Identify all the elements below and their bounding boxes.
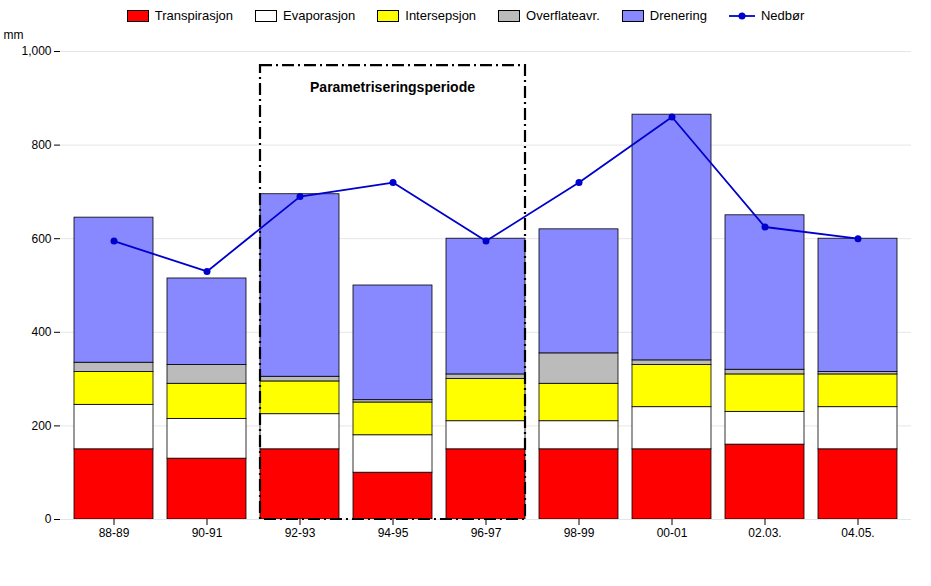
svg-text:1,000: 1,000 [21, 44, 51, 58]
svg-text:mm: mm [4, 28, 24, 42]
html-text:Drenering: Drenering [649, 8, 707, 23]
svg-text:400: 400 [31, 325, 51, 339]
html-text:Overflateavr.: Overflateavr. [526, 8, 600, 23]
svg-text:04.05.: 04.05. [841, 526, 874, 540]
svg-text:88-89: 88-89 [99, 526, 130, 540]
svg-text:02.03.: 02.03. [748, 526, 781, 540]
html-text:Nedbør: Nedbør [760, 8, 805, 23]
svg-text:92-93: 92-93 [285, 526, 316, 540]
svg-text:Parametriseringsperiode: Parametriseringsperiode [310, 79, 475, 95]
svg-text:200: 200 [31, 419, 51, 433]
svg-text:600: 600 [31, 232, 51, 246]
html-text:Evaporasjon: Evaporasjon [283, 8, 356, 23]
html-text:Transpirasjon: Transpirasjon [154, 8, 233, 23]
svg-text:00-01: 00-01 [657, 526, 688, 540]
svg-text:96-97: 96-97 [471, 526, 502, 540]
svg-text:90-91: 90-91 [192, 526, 223, 540]
svg-text:98-99: 98-99 [564, 526, 595, 540]
svg-text:800: 800 [31, 138, 51, 152]
html-text:Intersepsjon: Intersepsjon [405, 8, 477, 23]
svg-text:94-95: 94-95 [378, 526, 409, 540]
svg-text:0: 0 [45, 512, 52, 526]
